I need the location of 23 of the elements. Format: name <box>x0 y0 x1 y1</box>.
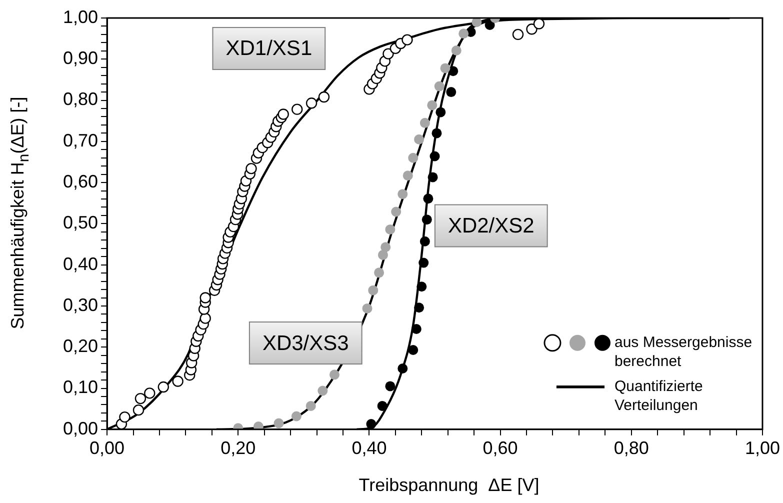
x-tick-label: 0,20 <box>220 438 256 458</box>
legend-label: Quantifizierte Verteilungen <box>614 378 703 414</box>
x-axis-title: Treibspannung ΔE [V] <box>358 475 540 496</box>
y-tick-label: 0,20 <box>62 336 98 356</box>
y-tick-label: 0,80 <box>62 89 98 110</box>
annotation: XD1/XS1 <box>226 37 312 60</box>
y-tick-label: 1,00 <box>62 6 98 27</box>
y-tick-label: 0,70 <box>62 130 98 150</box>
y-tick-label: 0,00 <box>62 418 98 438</box>
y-tick-label: 0,60 <box>62 172 98 192</box>
x-tick-label: 0,00 <box>90 438 125 458</box>
y-tick-label: 0,50 <box>62 212 98 233</box>
y-tick-label: 0,40 <box>62 254 98 274</box>
x-tick-label: 0,80 <box>614 438 649 458</box>
y-tick-label: 0,10 <box>62 377 98 398</box>
legend-label: aus Messergebnisse berechnet <box>614 334 752 370</box>
x-tick-label: 0,60 <box>482 438 518 458</box>
annotation: XD3/XS3 <box>262 332 349 355</box>
x-tick-label: 1,00 <box>744 438 780 458</box>
y-tick-label: 0,30 <box>62 294 98 315</box>
annotation: XD2/XS2 <box>448 214 534 238</box>
x-tick-label: 0,40 <box>352 438 387 458</box>
y-tick-label: 0,90 <box>62 48 98 68</box>
